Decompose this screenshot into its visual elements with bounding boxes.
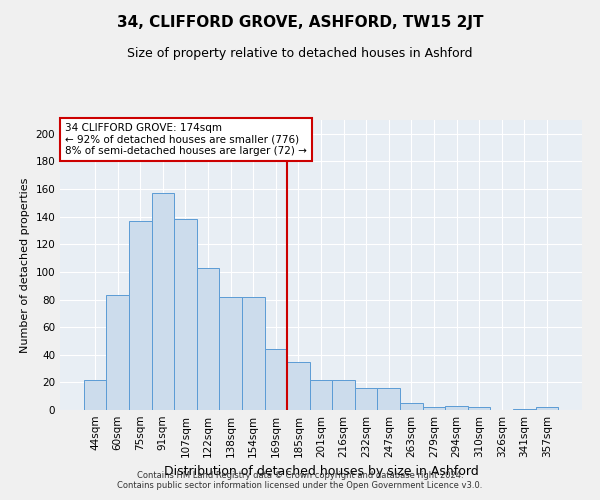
Bar (355, 388, 377, 410)
Bar (129, 221, 152, 410)
Text: Contains HM Land Registry data © Crown copyright and database right 2024.
Contai: Contains HM Land Registry data © Crown c… (118, 470, 482, 490)
Bar (332, 380, 355, 410)
Bar (84, 380, 106, 410)
Text: 34, CLIFFORD GROVE, ASHFORD, TW15 2JT: 34, CLIFFORD GROVE, ASHFORD, TW15 2JT (117, 15, 483, 30)
Bar (220, 297, 242, 410)
Bar (152, 193, 174, 410)
Bar (468, 407, 490, 410)
Bar (174, 220, 197, 410)
Bar (287, 362, 310, 410)
Bar (242, 297, 265, 410)
Bar (106, 296, 129, 410)
Bar (513, 408, 536, 410)
Bar (445, 406, 468, 410)
Text: 34 CLIFFORD GROVE: 174sqm
← 92% of detached houses are smaller (776)
8% of semi-: 34 CLIFFORD GROVE: 174sqm ← 92% of detac… (65, 123, 307, 156)
Y-axis label: Number of detached properties: Number of detached properties (20, 178, 30, 352)
X-axis label: Distribution of detached houses by size in Ashford: Distribution of detached houses by size … (164, 466, 478, 478)
Bar (265, 349, 287, 410)
Bar (197, 268, 220, 410)
Bar (536, 407, 558, 410)
Bar (377, 388, 400, 410)
Bar (422, 407, 445, 410)
Text: Size of property relative to detached houses in Ashford: Size of property relative to detached ho… (127, 48, 473, 60)
Bar (400, 403, 422, 410)
Bar (310, 380, 332, 410)
